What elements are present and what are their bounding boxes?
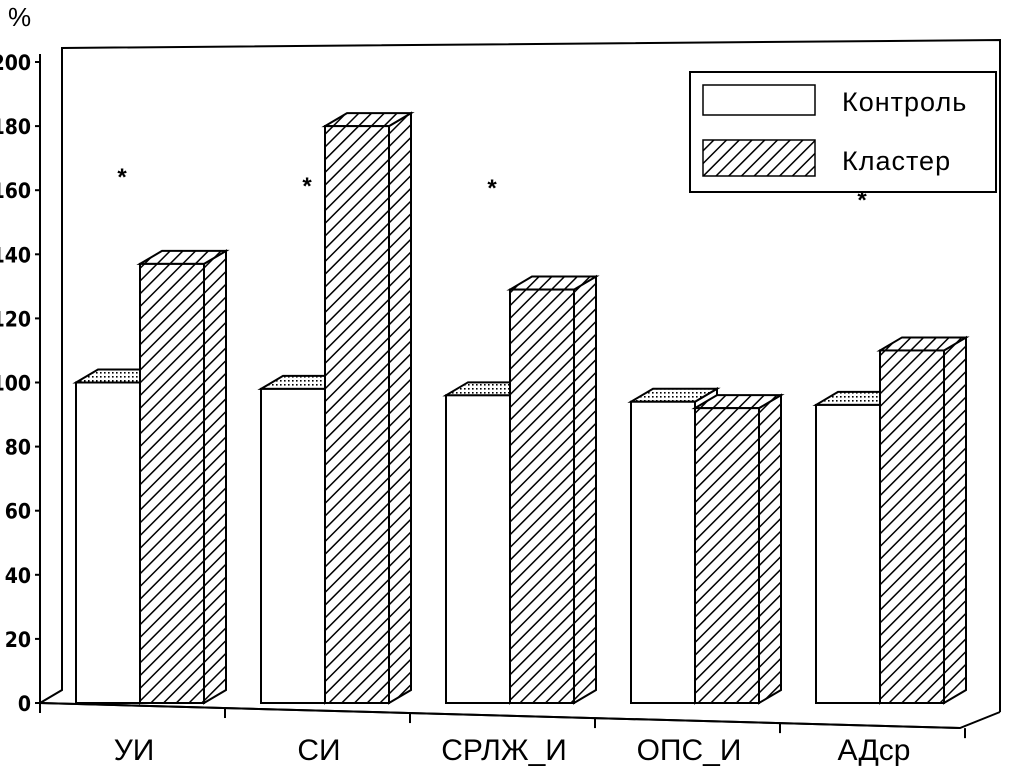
bar-front xyxy=(445,394,511,704)
bar-cluster-1 xyxy=(321,111,415,705)
bar-side xyxy=(203,249,227,705)
significance-marker: * xyxy=(302,173,312,200)
legend: Контроль Кластер xyxy=(689,71,997,193)
significance-markers: * * * * xyxy=(117,164,867,214)
y-axis: 0 20 40 60 80 100 120 140 160 180 200 xyxy=(0,51,41,716)
bar-cluster-3 xyxy=(691,393,785,705)
y-tick-label: 180 xyxy=(0,115,31,139)
y-tick-label: 160 xyxy=(0,179,31,203)
legend-label-cluster: Кластер xyxy=(842,146,951,176)
x-tick-label: УИ xyxy=(114,734,155,767)
x-axis: УИ СИ СРЛЖ_И ОПС_И АДср xyxy=(39,702,966,767)
bar-cluster-2 xyxy=(506,274,600,705)
y-tick-label: 120 xyxy=(0,307,31,331)
bar-front xyxy=(509,288,575,704)
x-axis-line xyxy=(39,702,961,729)
bar-front xyxy=(694,407,760,704)
bar-side xyxy=(573,274,597,705)
bars xyxy=(72,111,970,705)
y-tick-label: 0 xyxy=(18,692,31,716)
bar-front xyxy=(75,381,141,704)
x-tick-label: СИ xyxy=(297,734,340,767)
legend-label-control: Контроль xyxy=(842,87,967,117)
y-tick-label: 200 xyxy=(0,51,31,75)
x-tick-label: АДср xyxy=(837,734,910,767)
bar-front xyxy=(815,403,881,704)
back-wall xyxy=(39,38,1001,712)
y-axis-unit: % xyxy=(8,2,31,32)
y-tick-label: 140 xyxy=(0,243,31,267)
y-tick-label: 60 xyxy=(5,500,31,524)
x-tick-label: ОПС_И xyxy=(637,734,742,767)
significance-marker: * xyxy=(487,175,497,202)
bar-cluster-0 xyxy=(136,249,230,705)
bar-front xyxy=(879,349,945,704)
significance-marker: * xyxy=(117,164,127,191)
significance-marker: * xyxy=(857,187,867,214)
legend-swatch-cluster xyxy=(702,139,816,177)
bar-side xyxy=(388,111,412,705)
bar-front xyxy=(630,400,696,704)
y-tick-label: 80 xyxy=(5,436,31,460)
x-tick-label: СРЛЖ_И xyxy=(441,734,567,767)
bar-cluster-4 xyxy=(876,335,970,705)
y-tick-label: 100 xyxy=(0,372,31,396)
bar-front xyxy=(260,387,326,704)
bar-side xyxy=(758,393,782,705)
legend-swatch-control xyxy=(702,84,816,116)
bar-front xyxy=(324,125,390,705)
bar-front xyxy=(139,262,205,704)
y-tick-label: 20 xyxy=(5,628,31,652)
y-tick-label: 40 xyxy=(5,564,31,588)
bar-side xyxy=(943,335,967,705)
